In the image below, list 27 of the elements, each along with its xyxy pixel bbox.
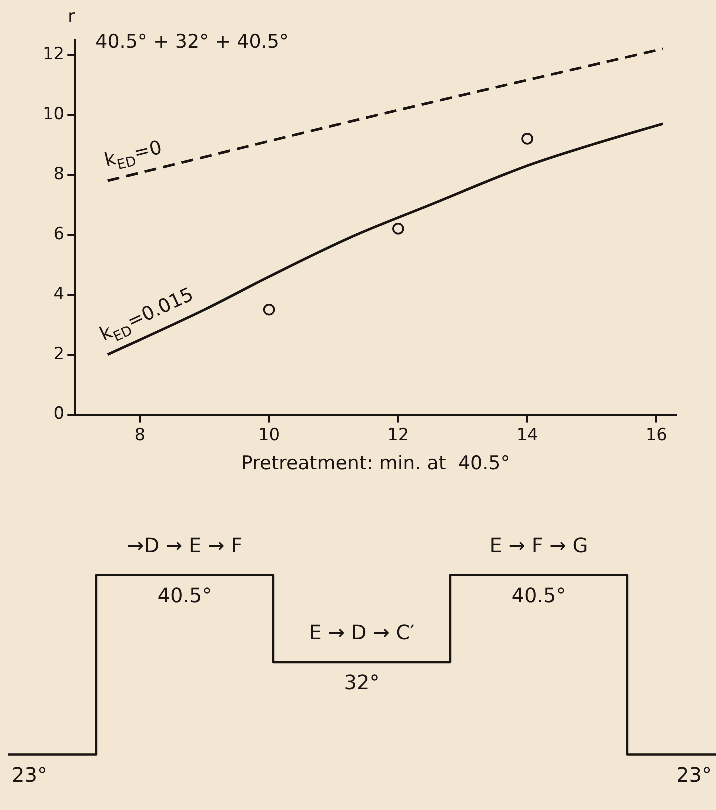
x-tick-label: 14	[516, 425, 538, 446]
y-tick-label: 6	[54, 224, 65, 244]
y-tick-label: 12	[42, 44, 65, 64]
y-tick-label: 2	[54, 344, 65, 364]
y-tick-label: 10	[42, 104, 65, 124]
point	[263, 304, 276, 316]
x-tick-label: 12	[388, 425, 410, 446]
chart-title: 40.5° + 32° + 40.5°	[96, 31, 289, 53]
text: kED=0	[102, 136, 164, 174]
data-label: 32°	[344, 670, 380, 695]
point	[522, 133, 534, 145]
x-tick-label: 16	[646, 425, 668, 446]
y-axis-title: r	[68, 7, 76, 27]
text: →D → E → F	[127, 534, 243, 558]
y-tick-label: 4	[54, 284, 65, 304]
data-label: 23°	[12, 762, 48, 787]
annotation: E → D → C′	[309, 620, 416, 645]
x-tick-label: 10	[258, 425, 280, 446]
x-tick-label: 8	[134, 425, 146, 446]
x-axis-title: Pretreatment: min. at 40.5°	[241, 452, 510, 475]
y-tick-label: 8	[54, 164, 65, 184]
data-label: 23°	[676, 762, 712, 787]
data-label: 40.5°	[512, 584, 566, 608]
text: E → F → G	[490, 534, 588, 558]
point	[392, 223, 404, 235]
data-label: 40.5°	[158, 584, 212, 608]
y-tick-label: 0	[54, 404, 65, 424]
